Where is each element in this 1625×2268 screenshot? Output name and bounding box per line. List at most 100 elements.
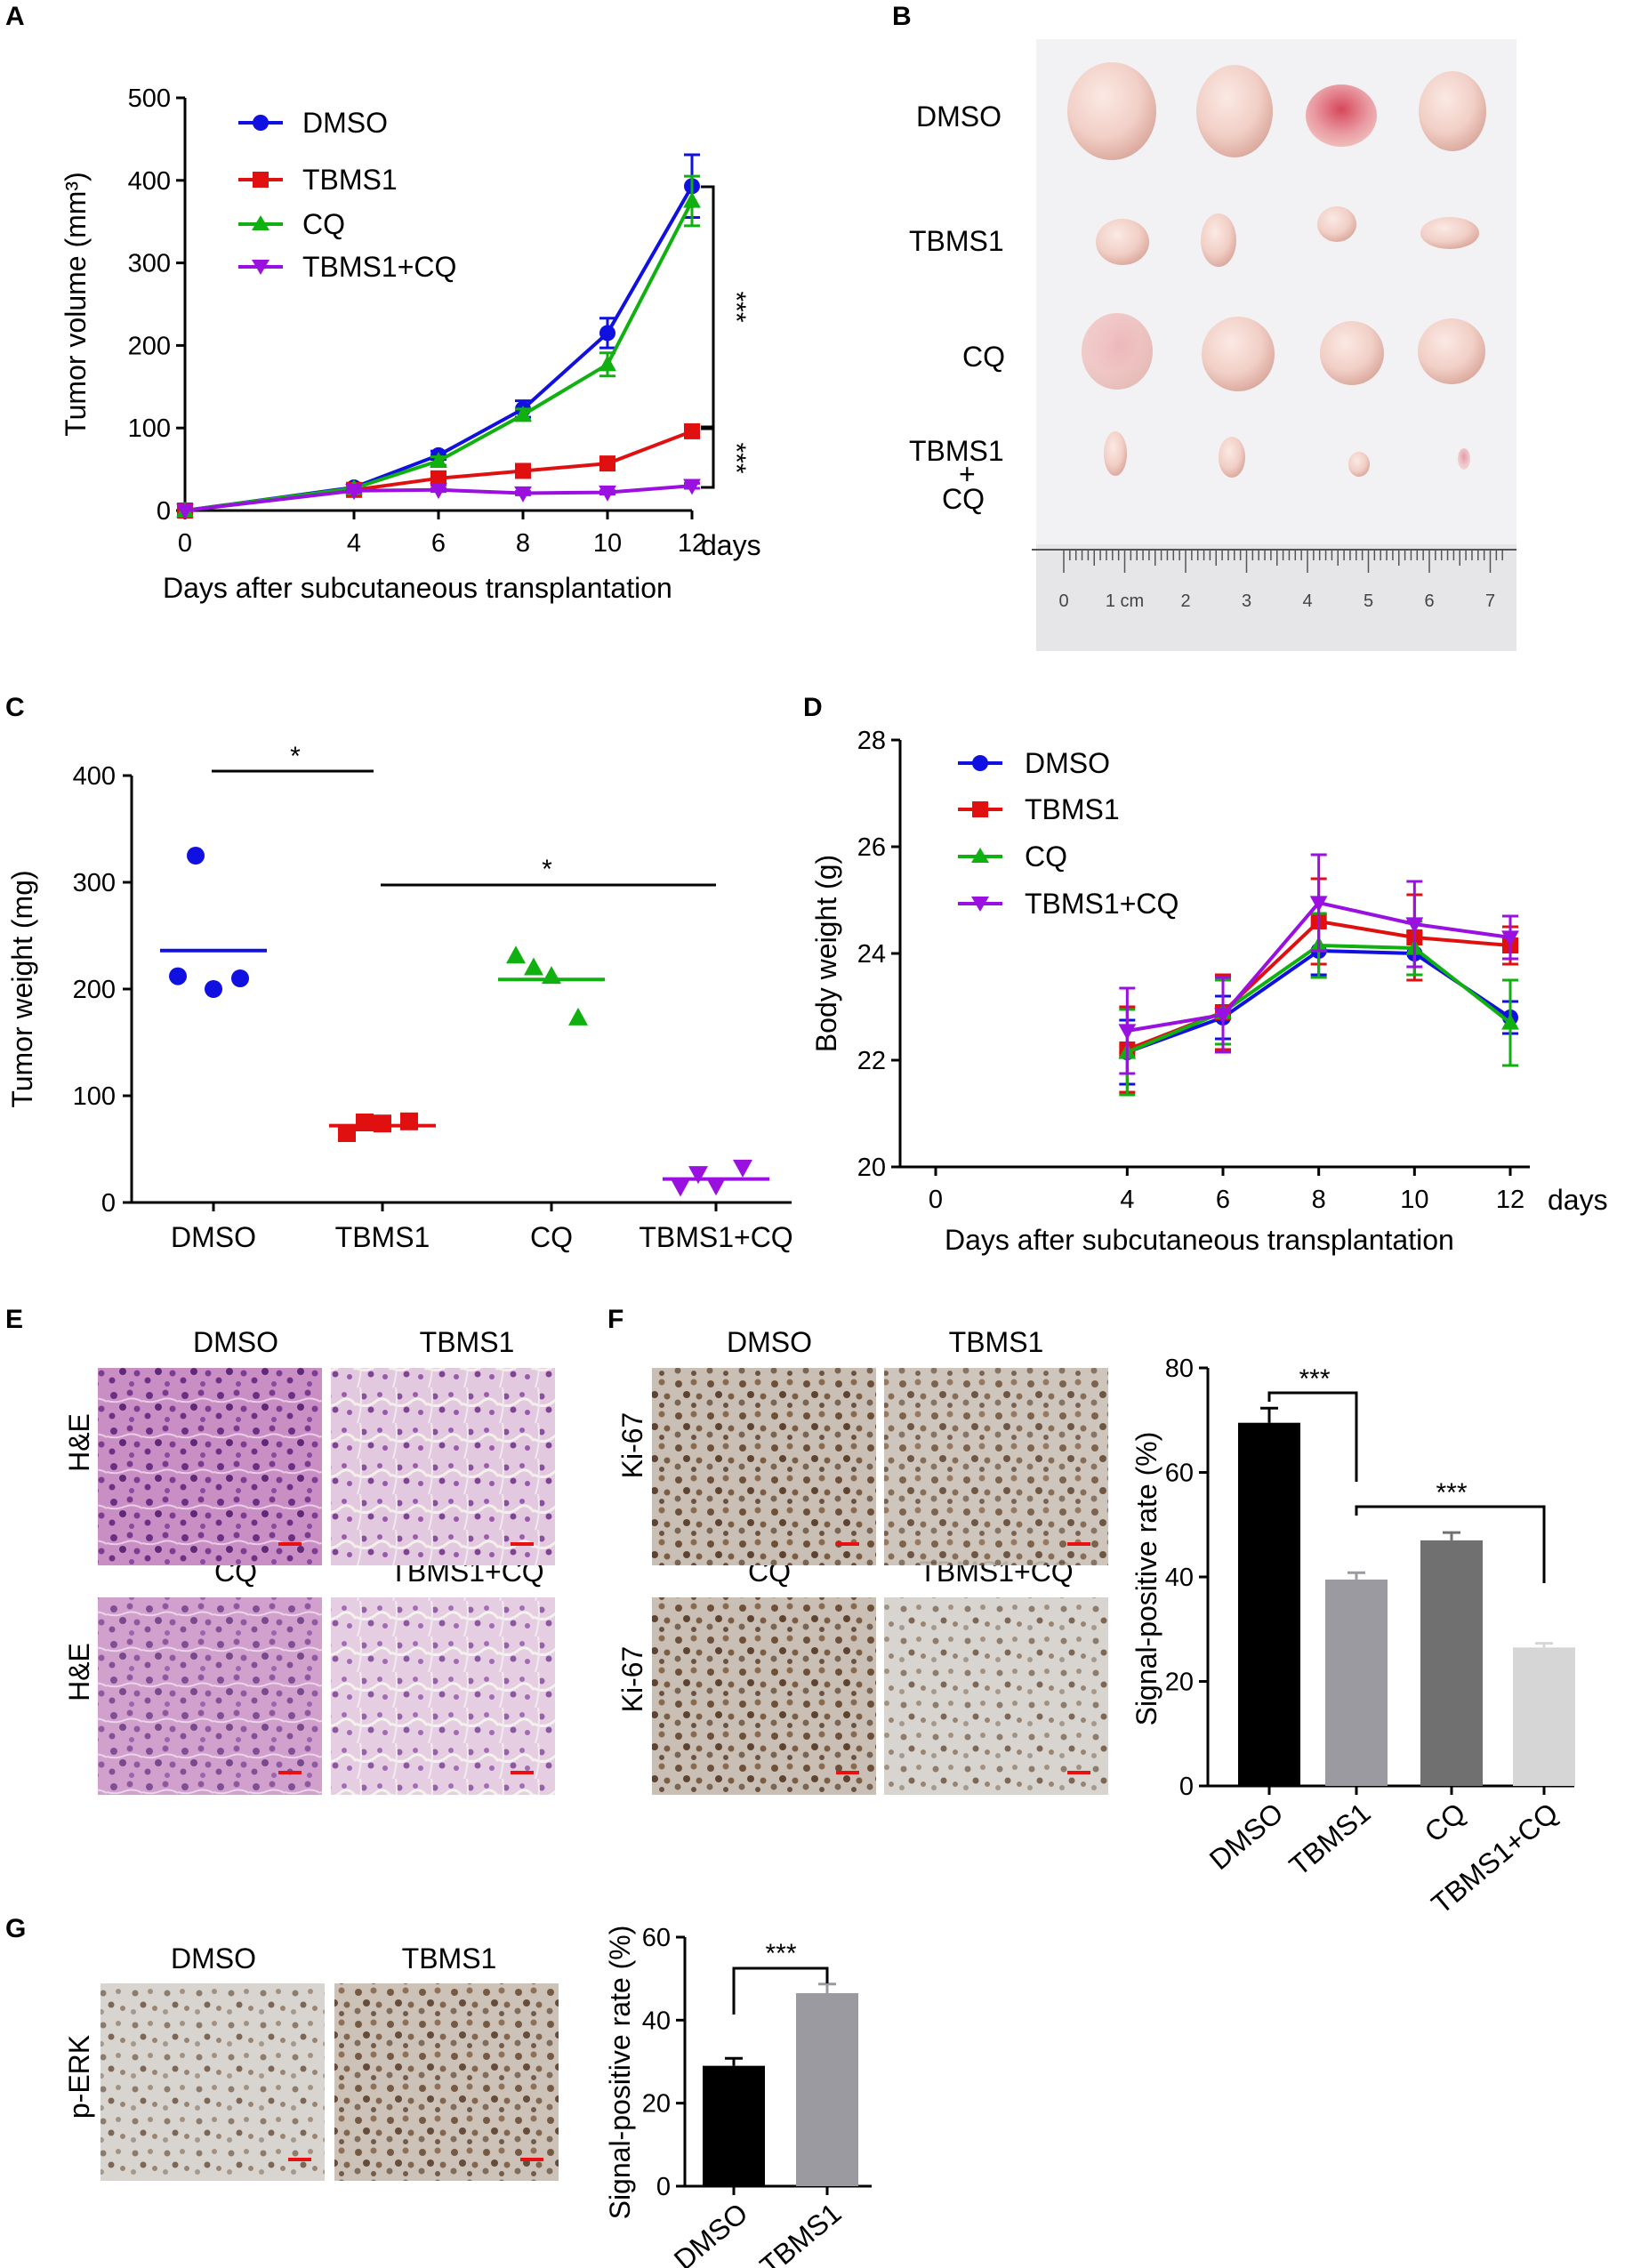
f-stain-label-top: Ki-67 [616,1412,648,1479]
e-title-tbms1: TBMS1 [420,1326,515,1358]
y-tick-label: 60 [1165,1460,1194,1488]
x-tick-label: 6 [1216,1186,1230,1214]
ruler-label: 3 [1242,591,1251,611]
sig-bracket-a-2 [701,427,715,489]
ruler-label: 2 [1180,591,1190,611]
f-title-dmso: DMSO [727,1326,812,1358]
series-line-tbms1+cq [184,484,693,512]
tumor-tbms1-4 [1420,217,1479,249]
tumor-tbms1cq-1 [1104,431,1127,476]
legend-marker-cq [252,215,269,230]
ruler [1032,549,1516,573]
legend-marker-tbms1cq [252,260,269,275]
legend-d-marker-tbms1 [972,801,988,817]
y-tick-label: 24 [857,940,886,969]
sig-bracket-a-1 [701,185,715,429]
chart-g-perk-rate: 0 20 40 60 DMSO TBMS1 Signal-positive rate (… [604,1924,872,2268]
ruler-labels: 0 1 cm 2 3 4 5 6 7 [1058,591,1495,611]
e-stain-label-bottom: H&E [63,1643,95,1701]
panel-e-histology: DMSO TBMS1 CQ TBMS1+CQ H&E H&E [63,1326,555,1795]
bar-cq [1420,1540,1483,1786]
legend-d-label-tbms1cq: TBMS1+CQ [1025,888,1179,920]
y-tick-label: 40 [1165,1564,1194,1592]
y-tick-label: 60 [642,1924,671,1952]
chart-d-series [1118,853,1519,1097]
x-tick-label: TBMS1 [754,2197,848,2268]
photo-row-label-dmso: DMSO [916,101,1002,133]
data-point-dmso [599,325,615,342]
y-tick-label: 20 [642,2090,671,2119]
data-point-tbms1+cq [345,484,363,501]
chart-f-y-axis-label: Signal-positive rate (%) [1130,1432,1162,1726]
data-point-tbms1 [599,455,615,472]
data-point-tbms1+cq [1309,896,1328,913]
x-tick-label: CQ [1419,1797,1472,1848]
point-dmso [187,847,205,865]
data-point-tbms1 [515,462,531,479]
y-tick-label: 80 [1165,1355,1194,1383]
panel-letter-e: E [5,1305,23,1334]
chart-d-x-ticks: 0 4 6 8 10 12 [929,1167,1524,1214]
chart-a-y-ticks: 0 100 200 300 400 500 [128,84,185,526]
photo-row-label-tbms1: TBMS1 [909,225,1004,257]
data-point-tbms1+cq [514,486,532,503]
sig-label-g-1: *** [765,1939,796,1968]
point-tbms1+cq [688,1166,708,1185]
chart-c-significance: * * [212,742,716,887]
tumor-cq-2 [1202,317,1275,391]
chart-a-x-ticks: 0 4 6 8 10 12 [178,511,706,558]
bar-tbms1+cq [1513,1647,1575,1786]
ruler-label: 1 cm [1106,591,1144,611]
tumor-tbms1cq-2 [1219,437,1245,478]
y-tick-label: 26 [857,833,886,862]
g-stain-label: p-ERK [63,2035,95,2119]
chart-a-x-unit-label: days [701,529,761,561]
point-tbms1 [338,1124,356,1142]
chart-c-axes [130,776,792,1204]
ki67-image-dmso [652,1368,876,1565]
x-tick-label: TBMS1 [335,1221,430,1253]
panel-letter-f: F [607,1305,623,1334]
sig-label-a-1: *** [721,291,751,322]
chart-a-tumor-volume: 0 100 200 300 400 500 0 4 6 8 10 12 days Days afte… [60,84,761,604]
x-tick-label: 0 [929,1186,943,1214]
chart-f-significance: *** *** [1267,1364,1546,1583]
perk-image-tbms1 [334,1983,559,2181]
y-tick-label: 500 [128,84,171,113]
point-tbms1+cq [671,1178,690,1197]
perk-image-dmso [101,1983,325,2181]
y-tick-label: 300 [128,250,171,278]
data-point-cq [683,191,701,208]
tumor-dmso-2 [1196,65,1273,157]
data-point-tbms1 [430,470,446,487]
chart-c-points [160,847,769,1197]
chart-d-legend: DMSO TBMS1 CQ TBMS1+CQ [958,747,1179,920]
data-point-tbms1+cq [176,503,194,520]
tumor-dmso-1 [1067,62,1156,160]
bar-tbms1 [1325,1579,1388,1786]
ruler-label: 7 [1485,591,1495,611]
he-image-dmso [98,1368,322,1565]
x-tick-label: 12 [1496,1186,1524,1214]
data-point-tbms1+cq [1118,1024,1137,1041]
point-tbms1+cq [706,1178,726,1196]
y-tick-label: 40 [642,2007,671,2035]
y-tick-label: 28 [857,727,886,755]
x-tick-label: 8 [516,529,530,558]
tumor-dmso-3 [1306,84,1377,147]
y-tick-label: 400 [73,762,116,791]
sig-label-c-2: * [542,855,552,884]
bar-tbms1 [796,1993,858,2186]
tumor-dmso-4 [1419,71,1486,151]
chart-d-y-ticks: 20 22 24 26 28 [857,727,900,1182]
chart-f-bars [1238,1406,1575,1786]
sig-bracket-f-2 [1355,1505,1546,1583]
x-tick-label: TBMS1 [1283,1797,1377,1882]
chart-g-x-ticks: DMSO TBMS1 [668,2186,848,2268]
y-tick-label: 22 [857,1047,886,1075]
ruler-label: 5 [1364,591,1373,611]
chart-a-x-axis-label: Days after subcutaneous transplantation [163,572,672,604]
chart-a-significance: *** *** [701,185,751,489]
panel-letter-c: C [5,693,25,722]
